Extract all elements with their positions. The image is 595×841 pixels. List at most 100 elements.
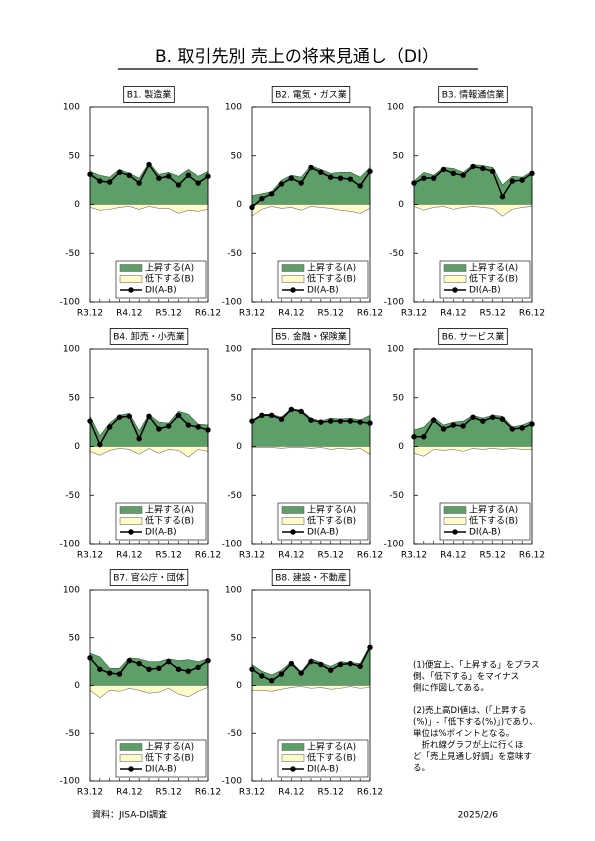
legend-dot xyxy=(128,766,134,772)
legend-swatch xyxy=(443,264,467,272)
chart-title: B4. 卸売・小売業 xyxy=(113,331,185,343)
di-point xyxy=(195,180,201,186)
y-tick-label: 0 xyxy=(398,442,404,452)
x-tick-label: R4.12 xyxy=(116,309,142,319)
chart-title: B1. 製造業 xyxy=(127,89,172,101)
di-point xyxy=(430,175,437,181)
di-point xyxy=(278,181,285,187)
source: 資料：JISA-DI調査 xyxy=(92,809,167,821)
x-tick-label: R4.12 xyxy=(278,788,304,798)
legend-label: 上昇する(A) xyxy=(307,742,356,753)
area xyxy=(251,204,371,217)
legend-swatch xyxy=(281,754,305,762)
x-tick-label: R4.12 xyxy=(278,551,304,561)
di-point xyxy=(175,412,182,418)
di-point xyxy=(357,663,363,670)
legend-label: 上昇する(A) xyxy=(307,263,356,274)
x-tick-label: R6.12 xyxy=(357,788,383,798)
area xyxy=(89,411,209,447)
area xyxy=(413,446,533,457)
y-tick-label: 100 xyxy=(63,586,80,596)
legend-label: 低下する(B) xyxy=(307,752,356,764)
legend-swatch xyxy=(119,517,143,525)
area xyxy=(251,446,371,455)
di-point xyxy=(126,413,133,419)
di-point xyxy=(259,673,265,679)
y-tick-label: -100 xyxy=(384,298,405,308)
di-point xyxy=(175,182,182,188)
di-point xyxy=(268,191,275,197)
x-tick-label: R3.12 xyxy=(239,309,265,319)
y-tick-label: -50 xyxy=(227,491,242,501)
legend-swatch xyxy=(119,264,143,272)
title-box xyxy=(271,328,351,345)
note-line: 側に作図してある。 xyxy=(413,683,489,694)
di-point xyxy=(347,176,354,182)
legend-label: DI(A-B) xyxy=(145,528,177,538)
y-tick-label: -50 xyxy=(389,491,404,501)
x-tick-label: R4.12 xyxy=(116,551,142,561)
di-point xyxy=(136,660,142,667)
legend-swatch xyxy=(119,743,143,751)
di-point xyxy=(450,422,457,428)
legend-dot xyxy=(452,287,458,293)
note-line: (1)便宜上、「上昇する」をプラス xyxy=(413,660,540,671)
note-line: る。 xyxy=(413,764,430,774)
di-point xyxy=(308,164,314,171)
legend-swatch xyxy=(443,506,467,514)
title-box xyxy=(271,86,351,103)
di-point xyxy=(509,178,516,184)
legend-label: DI(A-B) xyxy=(307,286,339,296)
y-tick-label: -100 xyxy=(222,777,243,787)
di-point xyxy=(116,169,123,176)
legend-label: 低下する(B) xyxy=(145,515,194,527)
title-box xyxy=(438,86,508,103)
legend-swatch xyxy=(443,517,467,525)
di-point xyxy=(327,418,334,424)
y-tick-label: 50 xyxy=(69,151,81,161)
di-point xyxy=(156,426,162,432)
x-tick-label: R6.12 xyxy=(195,551,221,561)
title-box xyxy=(438,328,508,345)
di-point xyxy=(268,678,275,684)
area xyxy=(89,685,209,699)
di-point xyxy=(430,417,437,423)
di-point xyxy=(116,414,123,420)
note-line: (%)」-「低下する(%)」)であり、 xyxy=(413,717,538,728)
y-tick-label: 50 xyxy=(231,151,243,161)
y-tick-label: 0 xyxy=(236,442,242,452)
di-point xyxy=(268,412,275,418)
legend-swatch xyxy=(281,506,305,514)
y-tick-label: -100 xyxy=(60,540,81,550)
legend-label: 上昇する(A) xyxy=(307,505,356,516)
di-point xyxy=(126,657,133,664)
area xyxy=(413,204,533,217)
y-tick-label: 50 xyxy=(69,393,81,403)
y-tick-label: -50 xyxy=(227,249,242,259)
di-point xyxy=(146,161,152,168)
di-point xyxy=(195,664,201,671)
di-point xyxy=(288,175,295,181)
legend-dot xyxy=(290,766,296,772)
y-tick-label: -50 xyxy=(65,249,80,259)
di-point xyxy=(278,416,285,422)
x-tick-label: R6.12 xyxy=(357,309,383,319)
di-point xyxy=(165,173,172,179)
x-tick-label: R4.12 xyxy=(278,309,304,319)
x-tick-label: R3.12 xyxy=(401,309,427,319)
di-point xyxy=(318,169,324,176)
chart-title: B2. 電気・ガス業 xyxy=(275,89,347,101)
x-tick-label: R6.12 xyxy=(519,551,545,561)
y-tick-label: 50 xyxy=(393,393,405,403)
di-point xyxy=(327,667,334,673)
legend-swatch xyxy=(119,754,143,762)
legend-label: 低下する(B) xyxy=(469,273,518,285)
di-point xyxy=(278,671,285,677)
x-tick-label: R4.12 xyxy=(116,788,142,798)
legend-label: 低下する(B) xyxy=(307,515,356,527)
x-tick-label: R3.12 xyxy=(239,551,265,561)
y-tick-label: 100 xyxy=(63,103,80,113)
y-tick-label: 100 xyxy=(387,103,404,113)
x-tick-label: R3.12 xyxy=(77,788,103,798)
